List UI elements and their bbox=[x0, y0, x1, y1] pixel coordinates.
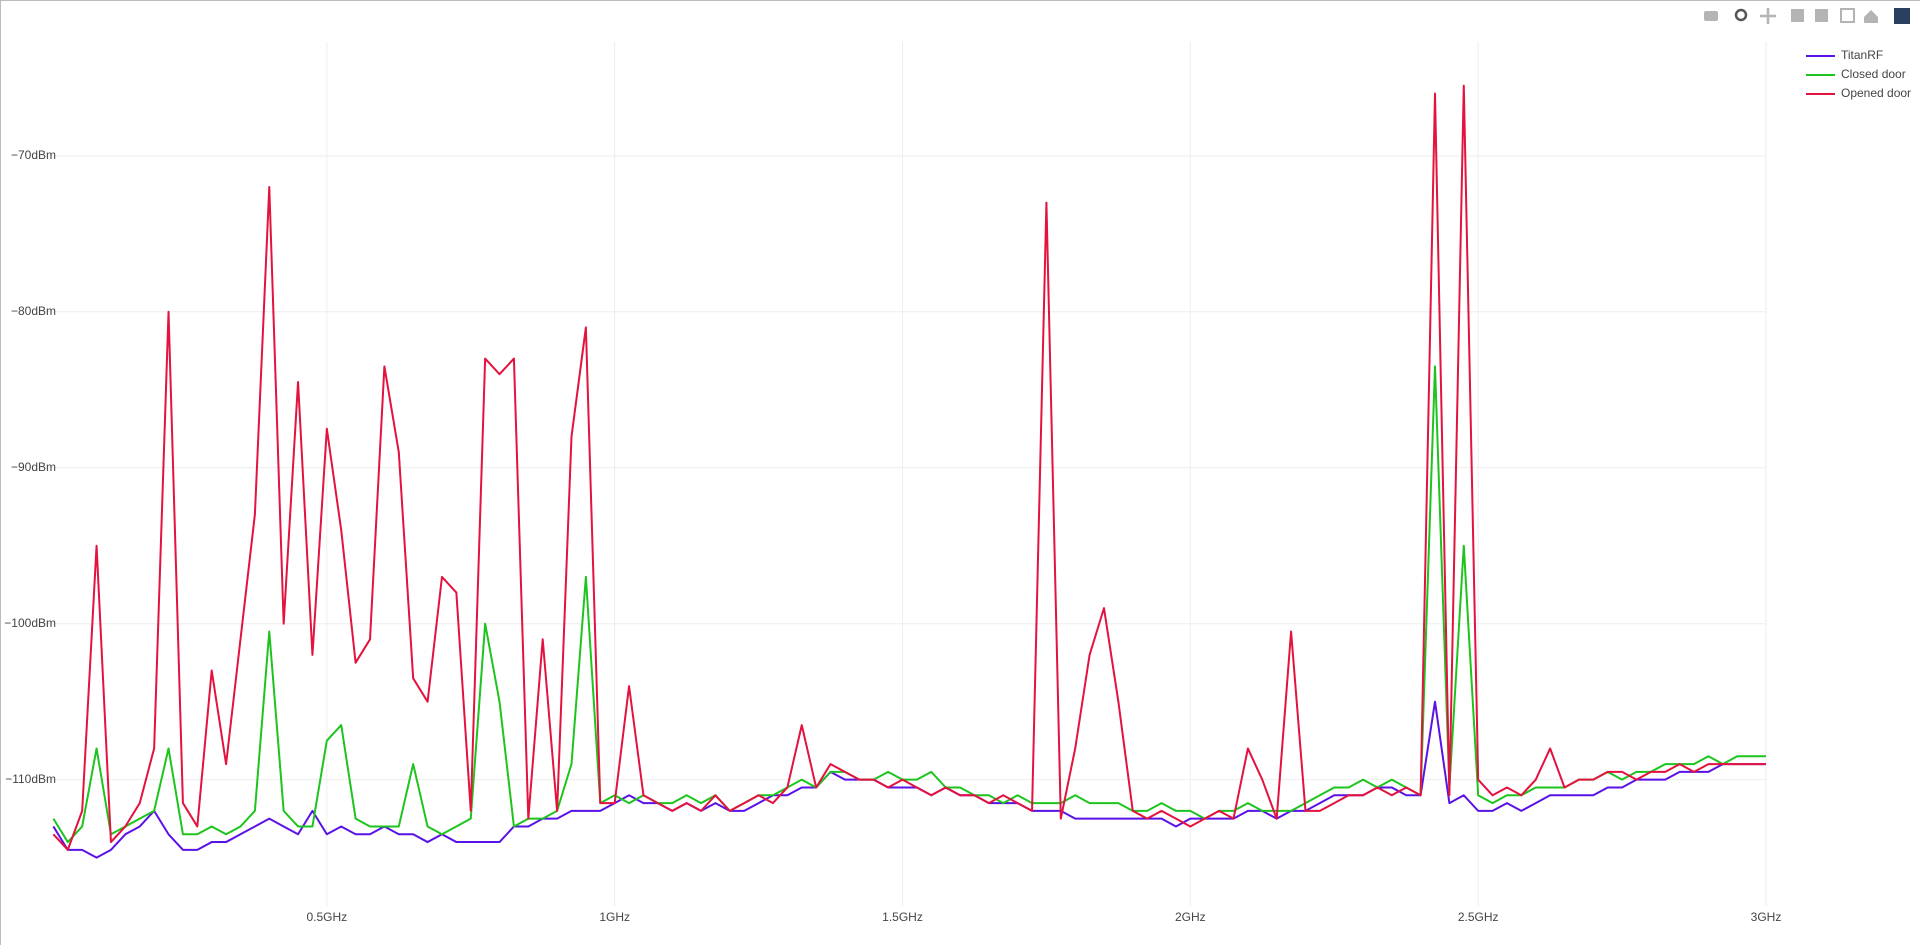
data-line bbox=[52, 365, 1766, 844]
legend: TitanRF Closed door Opened door bbox=[1806, 48, 1911, 100]
x-tick-label: 3GHz bbox=[1751, 910, 1782, 924]
pan-icon[interactable] bbox=[1760, 8, 1776, 24]
legend-label[interactable]: TitanRF bbox=[1841, 48, 1883, 62]
data-line bbox=[52, 84, 1766, 851]
zoom-in-icon[interactable] bbox=[1791, 9, 1804, 22]
y-tick-label: −70dBm bbox=[11, 148, 56, 162]
x-tick-label: 0.5GHz bbox=[306, 910, 347, 924]
camera-icon[interactable] bbox=[1704, 11, 1718, 21]
y-tick-label: −100dBm bbox=[4, 616, 56, 630]
x-tick-label: 1GHz bbox=[599, 910, 630, 924]
legend-label[interactable]: Opened door bbox=[1841, 86, 1911, 100]
zoom-out-icon[interactable] bbox=[1815, 9, 1828, 22]
grid: −110dBm −100dBm −90dBm −80dBm −70dBm 0.5GHz 1G… bbox=[4, 42, 1781, 924]
y-tick-label: −80dBm bbox=[11, 304, 56, 318]
y-tick-label: −90dBm bbox=[11, 460, 56, 474]
x-tick-label: 2.5GHz bbox=[1458, 910, 1499, 924]
plotly-logo[interactable] bbox=[1894, 8, 1910, 24]
reset-icon[interactable] bbox=[1864, 10, 1878, 23]
plot-area bbox=[52, 84, 1766, 859]
modebar bbox=[1704, 8, 1910, 24]
autoscale-icon[interactable] bbox=[1840, 8, 1855, 23]
y-tick-label: −110dBm bbox=[5, 772, 56, 786]
x-tick-label: 1.5GHz bbox=[882, 910, 923, 924]
legend-label[interactable]: Closed door bbox=[1841, 67, 1906, 81]
data-line bbox=[52, 700, 1766, 859]
x-tick-label: 2GHz bbox=[1175, 910, 1206, 924]
zoom-icon[interactable] bbox=[1734, 8, 1748, 22]
